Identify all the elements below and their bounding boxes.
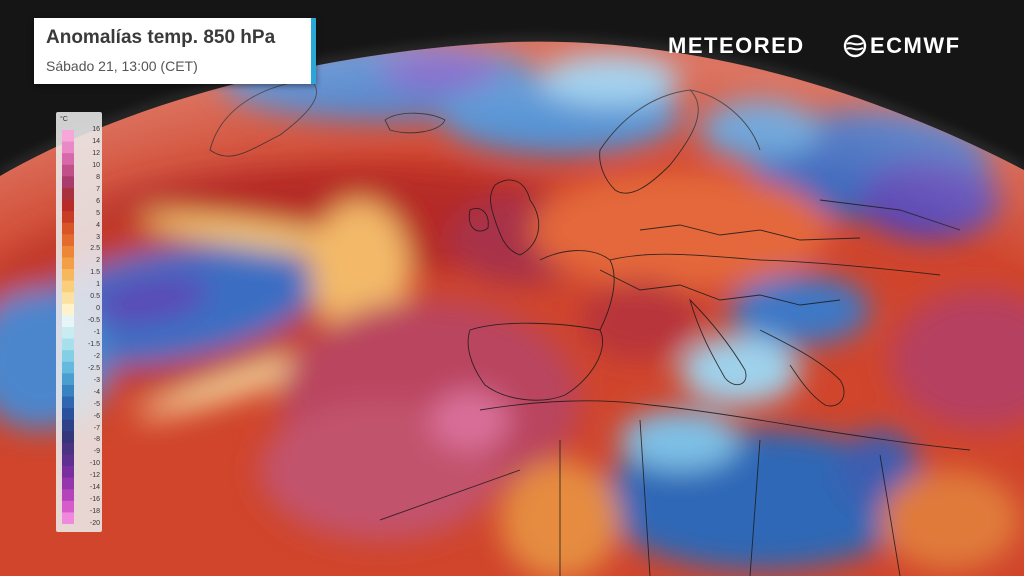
legend-label: 2.5 xyxy=(90,245,100,253)
legend-label: 12 xyxy=(92,149,100,157)
legend-swatch xyxy=(62,466,74,479)
legend-label: -12 xyxy=(89,472,100,480)
legend-label: 16 xyxy=(92,126,100,133)
legend-label: 7 xyxy=(96,185,100,193)
legend-swatch xyxy=(62,431,74,444)
legend-swatch xyxy=(62,222,74,235)
legend-color-bar xyxy=(62,130,74,524)
legend-label: 5 xyxy=(96,209,100,217)
legend-swatch xyxy=(62,454,74,467)
legend-label: -14 xyxy=(89,484,100,492)
legend-swatch xyxy=(62,384,74,397)
legend-label: -18 xyxy=(89,508,100,516)
legend-label: -16 xyxy=(89,496,100,504)
legend-label: -6 xyxy=(93,412,100,420)
legend-swatch xyxy=(62,211,74,224)
legend-label: 8 xyxy=(96,173,100,181)
legend-swatch xyxy=(62,350,74,363)
legend-label: -2 xyxy=(93,352,100,360)
legend-label: -7 xyxy=(93,424,100,432)
legend-label: -20 xyxy=(89,520,100,527)
legend-label: 3 xyxy=(96,233,100,241)
legend-swatch xyxy=(62,396,74,409)
legend-swatch xyxy=(62,130,74,142)
legend-swatch xyxy=(62,269,74,282)
legend-label: 14 xyxy=(92,137,100,145)
legend-swatch xyxy=(62,153,74,166)
legend-swatch xyxy=(62,234,74,247)
legend-swatch xyxy=(62,187,74,200)
color-legend: °C 16 14 12 10 8 7 6 5 4 3 2.5 2 1.5 1 0.5 0 -0.5 -1 -1.5 -… xyxy=(56,112,102,532)
legend-swatch xyxy=(62,199,74,212)
legend-labels: 16 14 12 10 8 7 6 5 4 3 2.5 2 1.5 1 0.5 0 -0.5 -1 -1.5 -2 -2… xyxy=(76,126,100,528)
legend-swatch xyxy=(62,408,74,421)
legend-label: 4 xyxy=(96,221,100,229)
legend-label: -3 xyxy=(93,376,100,384)
legend-label: 1 xyxy=(96,281,100,289)
legend-label: 10 xyxy=(92,161,100,169)
legend-label: -4 xyxy=(93,388,100,396)
legend-swatch xyxy=(62,327,74,339)
legend-label: 0 xyxy=(96,305,100,313)
meteored-logo: METEORED xyxy=(668,33,805,58)
legend-swatch xyxy=(62,419,74,432)
legend-label: -1.5 xyxy=(87,340,100,348)
legend-label: -8 xyxy=(93,436,100,444)
legend-swatch xyxy=(62,477,74,490)
legend-label: 1.5 xyxy=(90,269,100,277)
legend-swatch xyxy=(62,442,74,455)
legend-swatch xyxy=(62,280,74,293)
legend-swatch xyxy=(62,141,74,154)
legend-label: 6 xyxy=(96,197,100,205)
legend-swatch xyxy=(62,245,74,258)
legend-swatch xyxy=(62,176,74,189)
legend-label: -5 xyxy=(93,400,100,408)
legend-swatch xyxy=(62,303,74,316)
legend-swatch xyxy=(62,164,74,177)
legend-swatch xyxy=(62,315,74,328)
legend-swatch xyxy=(62,373,74,386)
legend-label: 2 xyxy=(96,257,100,265)
legend-swatch xyxy=(62,512,74,524)
ecmwf-logo: ECMWF xyxy=(870,33,961,58)
legend-label: -9 xyxy=(93,448,100,456)
legend-swatch xyxy=(62,338,74,351)
legend-label: -1 xyxy=(93,329,100,336)
ecmwf-logo-icon xyxy=(843,34,867,58)
map-title: Anomalías temp. 850 hPa xyxy=(46,27,276,48)
legend-swatch xyxy=(62,292,74,305)
legend-swatch xyxy=(62,361,74,374)
legend-label: -2.5 xyxy=(87,364,100,372)
map-subtitle: Sábado 21, 13:00 (CET) xyxy=(46,58,198,74)
legend-swatch xyxy=(62,257,74,270)
legend-swatch xyxy=(62,500,74,513)
legend-swatch xyxy=(62,489,74,502)
legend-unit: °C xyxy=(60,116,68,123)
legend-label: 0.5 xyxy=(90,293,100,301)
legend-label: -0.5 xyxy=(87,317,100,324)
map-title-box: Anomalías temp. 850 hPa Sábado 21, 13:00… xyxy=(34,18,316,84)
legend-label: -10 xyxy=(89,460,100,468)
